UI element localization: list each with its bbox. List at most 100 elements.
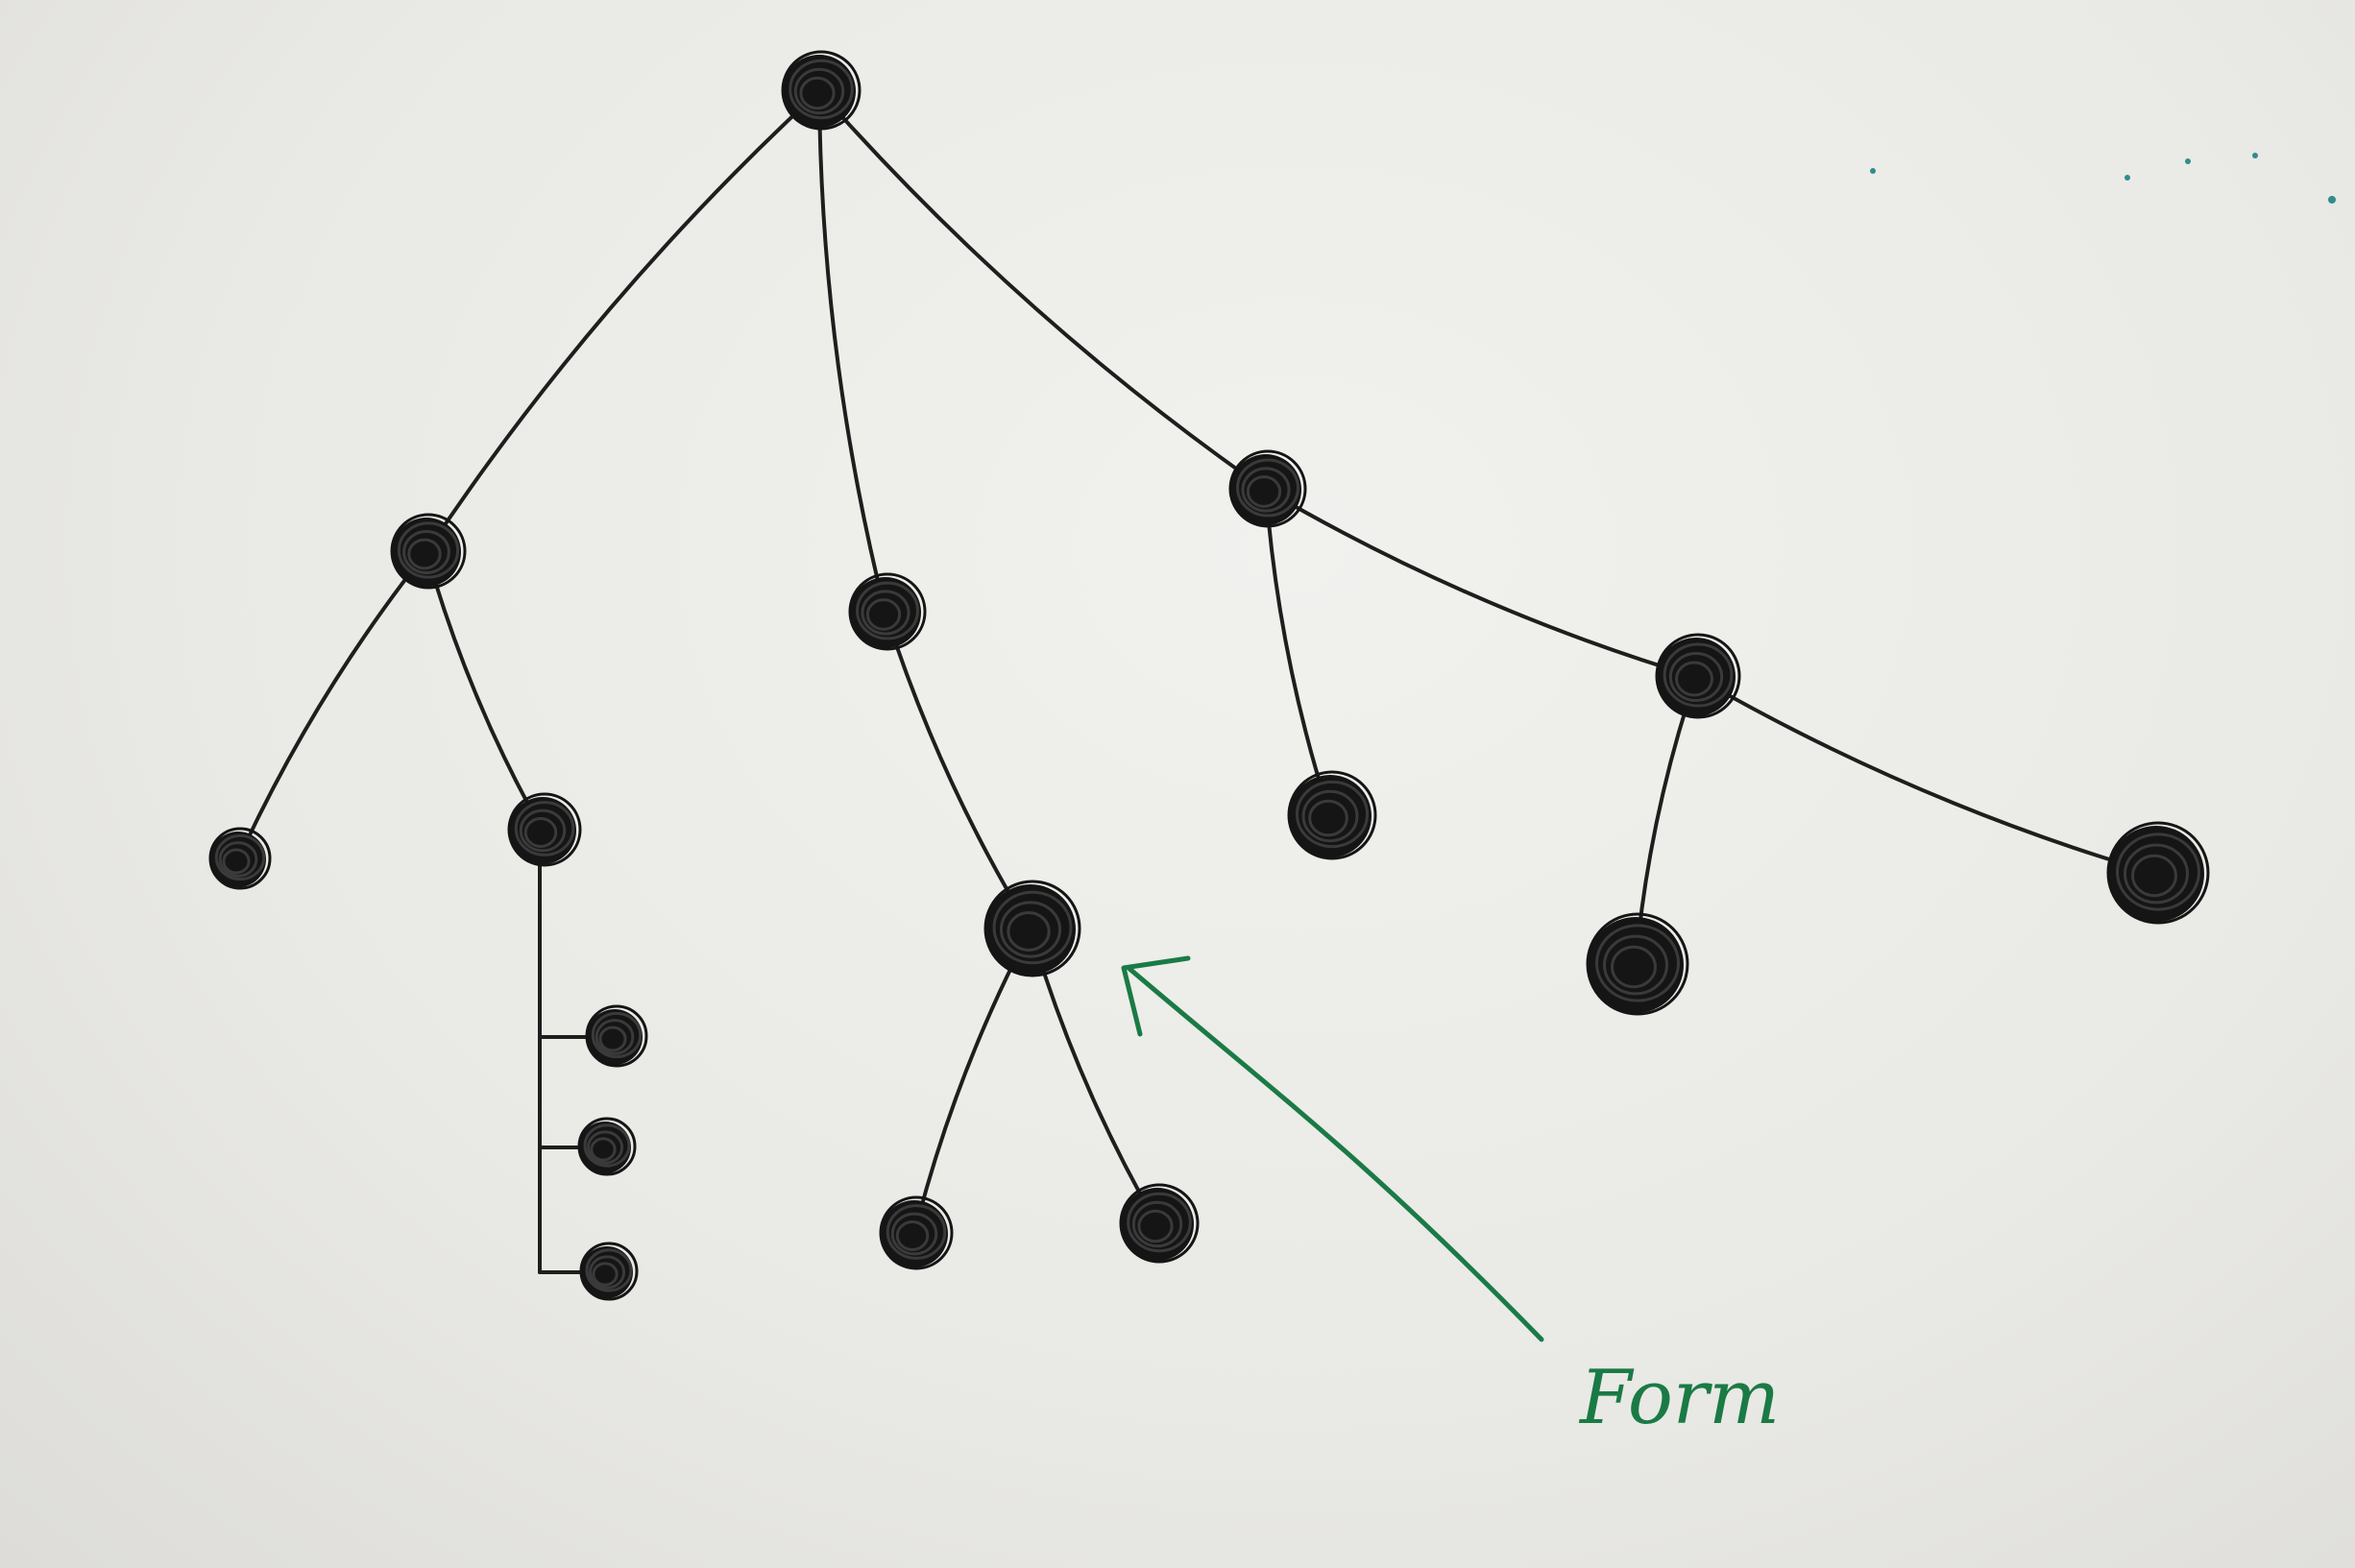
node-scribble <box>514 801 575 856</box>
node-scribble <box>890 1212 938 1256</box>
node-scribble <box>591 1011 643 1059</box>
node-scribble <box>1246 475 1282 508</box>
edge-n7-n8 <box>912 928 1032 1236</box>
tree-node-n6 <box>585 1004 648 1068</box>
node-scribble <box>1663 642 1734 708</box>
node-scribble <box>595 1019 635 1055</box>
node-outline <box>579 1242 639 1301</box>
ink-specks <box>1870 153 2336 204</box>
ink-speck <box>1870 168 1876 174</box>
node-scribble <box>865 598 902 631</box>
edge-n11-n13 <box>1694 675 2158 876</box>
tree-node-n11 <box>1655 633 1741 719</box>
edge-n1-n5 <box>425 550 545 832</box>
node-scribble <box>222 848 251 875</box>
node-scribble <box>1127 1192 1192 1253</box>
node-scribble <box>1236 458 1299 518</box>
ink-speck <box>2328 196 2336 204</box>
node-outline <box>390 513 467 590</box>
node-scribble <box>895 1220 930 1251</box>
node-scribble <box>793 67 845 115</box>
node-outline <box>577 1117 637 1176</box>
node-scribble <box>1137 1209 1174 1243</box>
node-outline <box>1287 770 1377 860</box>
edge-n3-n10 <box>1264 488 1332 818</box>
tree-node-n13 <box>2106 821 2210 925</box>
node-scribble <box>592 1262 619 1287</box>
node-scribble <box>1675 661 1713 697</box>
node-scribble <box>789 59 854 120</box>
node-scribble <box>397 521 460 579</box>
node-scribble <box>1308 799 1348 837</box>
node-scribble <box>1611 945 1657 989</box>
node-dot <box>1588 917 1684 1013</box>
node-scribble <box>586 1130 624 1165</box>
node-outline <box>879 1195 954 1270</box>
node-outline <box>507 792 582 867</box>
node-outline <box>983 880 1081 977</box>
node-scribble <box>1007 911 1051 952</box>
node-outline <box>781 50 862 131</box>
ink-speck <box>2185 158 2191 164</box>
edge-n1-n4 <box>236 550 428 861</box>
node-scribble <box>2131 854 2177 898</box>
node-dot <box>1289 775 1372 857</box>
tree-node-n0 <box>781 50 862 131</box>
tree-node-n15 <box>579 1242 639 1301</box>
tree-node-n1 <box>390 513 467 590</box>
node-scribble <box>1241 467 1291 513</box>
node-scribble <box>588 1255 626 1290</box>
node-outline <box>585 1004 648 1068</box>
ink-speck <box>2252 153 2258 158</box>
node-outline <box>1586 912 1689 1016</box>
node-scribble <box>1668 651 1724 703</box>
edge-n0-n1 <box>425 89 821 554</box>
node-dot <box>985 884 1076 975</box>
edge-n0-n2 <box>817 89 887 615</box>
node-scribble <box>523 817 558 848</box>
node-scribble <box>992 890 1073 965</box>
tree-node-n7 <box>983 880 1081 977</box>
tree-node-n10 <box>1287 770 1377 860</box>
node-scribble <box>214 833 266 881</box>
ink-speck <box>2124 175 2130 181</box>
node-scribble <box>1301 789 1359 843</box>
annotation-arrowhead-icon <box>1121 955 1191 1037</box>
tree-node-n12 <box>1586 912 1689 1016</box>
node-scribble <box>1603 934 1668 996</box>
node-dot <box>2108 826 2204 922</box>
nodes <box>208 50 2210 1301</box>
node-outline <box>848 572 927 651</box>
tree-node-n4 <box>208 827 272 890</box>
node-scribble <box>1595 924 1680 1002</box>
edge-n3-n11 <box>1264 488 1698 679</box>
node-scribble <box>590 1137 617 1162</box>
node-dot <box>1657 638 1736 716</box>
node-outline <box>1119 1183 1200 1264</box>
tree-node-n3 <box>1228 449 1307 528</box>
edge-n0-n3 <box>817 89 1268 492</box>
node-scribble <box>583 1123 631 1168</box>
tree-node-n8 <box>879 1195 954 1270</box>
node-scribble <box>598 1025 627 1052</box>
node-scribble <box>585 1248 633 1292</box>
node-outline <box>208 827 272 890</box>
annotation: Form <box>1121 955 1780 1441</box>
node-scribble <box>856 581 919 640</box>
node-scribble <box>402 529 450 575</box>
node-scribble <box>799 76 836 110</box>
node-scribble <box>886 1204 947 1260</box>
node-scribble <box>861 590 910 636</box>
tree-node-n5 <box>507 792 582 867</box>
node-scribble <box>1295 780 1370 849</box>
node-scribble <box>2116 832 2200 911</box>
edges <box>236 89 2158 1274</box>
edge-n2-n7 <box>884 611 1032 931</box>
node-scribble <box>218 841 258 878</box>
tree-node-n9 <box>1119 1183 1200 1264</box>
tree-node-n2 <box>848 572 927 651</box>
tree-node-n14 <box>577 1117 637 1176</box>
annotation-arrow <box>1126 965 1544 1342</box>
